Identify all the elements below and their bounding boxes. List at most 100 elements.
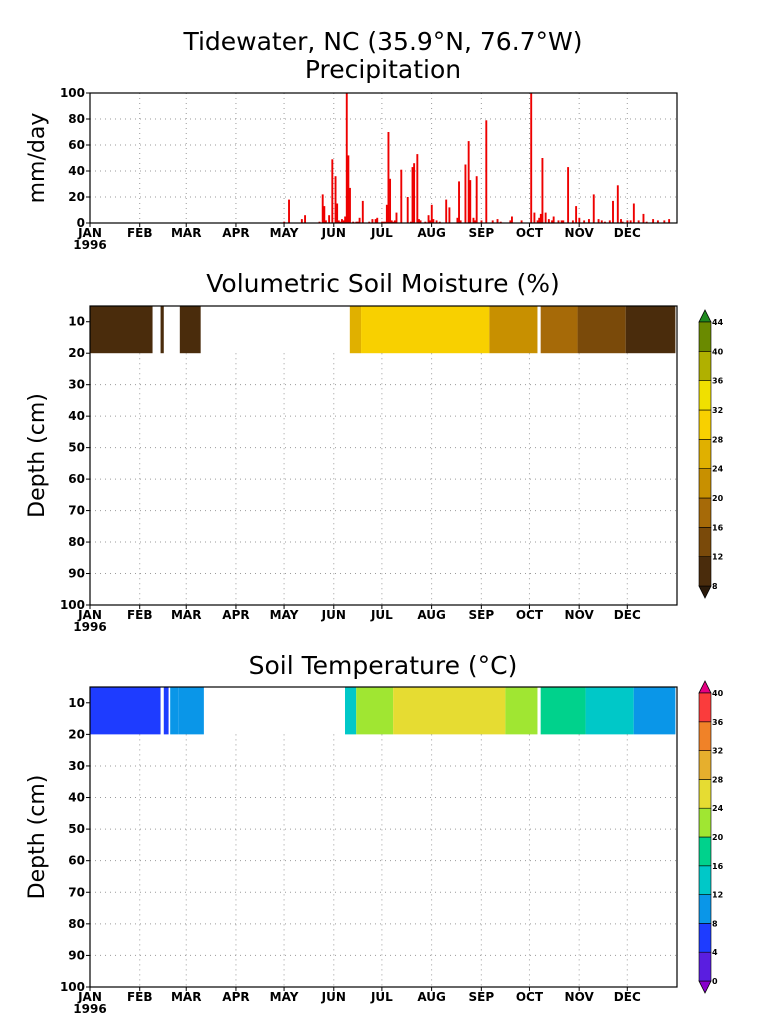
colorbar-swatch bbox=[698, 692, 712, 723]
y-tick-label: 30 bbox=[68, 759, 85, 773]
precip-bar bbox=[430, 204, 433, 223]
colorbar-tick-label: 28 bbox=[712, 435, 724, 444]
precip-bar bbox=[324, 220, 327, 223]
x-tick-label: NOV bbox=[565, 608, 595, 622]
precip-bar bbox=[419, 220, 422, 223]
precip-bar bbox=[413, 163, 416, 223]
colorbar-tick-label: 28 bbox=[712, 775, 724, 784]
precip-bar bbox=[626, 220, 629, 223]
colorbar-swatch bbox=[698, 807, 712, 838]
colorbar-tick-label: 0 bbox=[712, 977, 718, 986]
x-tick-label: OCT bbox=[516, 608, 544, 622]
precip-bar bbox=[342, 220, 345, 223]
y-tick-label: 70 bbox=[68, 504, 85, 518]
colorbar-swatch bbox=[698, 779, 712, 809]
colorbar-top-arrow bbox=[698, 309, 712, 323]
precip-bar bbox=[511, 216, 513, 223]
precip-bar bbox=[642, 213, 645, 223]
precip-bar bbox=[381, 221, 383, 223]
precip-bar bbox=[448, 207, 451, 223]
precip-bar bbox=[382, 221, 385, 223]
precip-bar bbox=[368, 221, 371, 223]
precip-bar bbox=[587, 219, 590, 223]
y-tick-label: 20 bbox=[68, 346, 85, 360]
precip-bar bbox=[552, 216, 555, 223]
colorbar-swatch bbox=[698, 836, 712, 867]
x-tick-label: APR bbox=[222, 226, 249, 240]
precip-bar bbox=[357, 221, 359, 223]
y-tick-label: 70 bbox=[68, 885, 85, 899]
precip-bar bbox=[288, 199, 290, 223]
x-tick-label: AUG bbox=[417, 990, 446, 1004]
colorbar-tick-label: 20 bbox=[712, 833, 724, 842]
colorbar-tick-label: 36 bbox=[712, 377, 724, 386]
y-tick-label: 60 bbox=[68, 138, 85, 152]
colorbar-swatch bbox=[698, 380, 712, 411]
precip-bar bbox=[467, 141, 470, 223]
y-tick-label: 10 bbox=[68, 315, 85, 329]
precip-bar bbox=[361, 200, 364, 223]
x-tick-label: DEC bbox=[614, 990, 641, 1004]
precip-bar bbox=[496, 219, 499, 223]
colorbar-swatch bbox=[698, 497, 712, 528]
x-year-label: 1996 bbox=[73, 238, 106, 252]
precip-bar bbox=[533, 212, 536, 223]
precip-bar bbox=[390, 220, 393, 223]
precip-bar bbox=[283, 221, 286, 223]
x-tick-label: JUL bbox=[370, 226, 393, 240]
y-tick-label: 60 bbox=[68, 472, 85, 486]
precip-bar bbox=[393, 220, 396, 223]
precip-bar bbox=[464, 164, 467, 223]
x-tick-label: FEB bbox=[127, 608, 153, 622]
y-tick-label: 40 bbox=[68, 164, 85, 178]
precip-bar bbox=[385, 204, 388, 223]
x-tick-label: NOV bbox=[565, 226, 595, 240]
precip-bar bbox=[474, 220, 477, 223]
y-tick-label: 60 bbox=[68, 854, 85, 868]
precip-bar bbox=[416, 154, 419, 223]
y-axis-label: Depth (cm) bbox=[25, 393, 50, 518]
x-tick-label: DEC bbox=[614, 608, 641, 622]
precip-bar bbox=[520, 220, 523, 223]
precip-bar bbox=[600, 220, 603, 223]
heatmap-cell bbox=[489, 306, 538, 354]
heatmap-cell bbox=[361, 306, 490, 354]
precip-bar bbox=[358, 217, 361, 223]
precip-bar bbox=[616, 185, 619, 223]
colorbar-tick-label: 32 bbox=[712, 747, 723, 756]
x-tick-label: MAY bbox=[270, 608, 299, 622]
precip-bar bbox=[352, 221, 355, 223]
heatmap-cell bbox=[393, 687, 506, 735]
x-year-label: 1996 bbox=[73, 1002, 106, 1016]
colorbar-tick-label: 24 bbox=[712, 465, 724, 474]
colorbar-swatch bbox=[698, 527, 712, 557]
x-tick-label: JUN bbox=[321, 608, 346, 622]
heatmap-cell bbox=[505, 687, 538, 735]
y-tick-label: 40 bbox=[68, 409, 85, 423]
precip-bar bbox=[459, 220, 462, 223]
precip-bar bbox=[341, 219, 343, 223]
precip-bar bbox=[432, 219, 435, 223]
colorbar-swatch bbox=[698, 750, 712, 780]
x-tick-label: AUG bbox=[417, 226, 446, 240]
precip-bar bbox=[321, 194, 324, 223]
y-axis-label: Depth (cm) bbox=[25, 775, 50, 900]
precip-bar bbox=[583, 220, 586, 223]
precip-bar bbox=[347, 155, 350, 223]
precip-bar bbox=[411, 167, 414, 223]
moisture-title: Volumetric Soil Moisture (%) bbox=[206, 269, 560, 298]
precip-bar bbox=[469, 180, 472, 223]
precip-bar bbox=[345, 93, 348, 223]
colorbar-tick-label: 4 bbox=[712, 948, 718, 957]
precip-bar bbox=[336, 203, 339, 223]
precip-bar bbox=[438, 221, 441, 223]
colorbar-tick-label: 8 bbox=[712, 919, 718, 928]
plot-frame bbox=[89, 686, 678, 988]
precip-bar bbox=[544, 212, 547, 223]
colorbar-bottom-arrow bbox=[698, 980, 712, 994]
y-tick-label: 100 bbox=[60, 86, 85, 100]
heatmap-cell bbox=[170, 687, 179, 735]
precip-bar bbox=[629, 220, 632, 223]
precip-bar bbox=[485, 120, 488, 223]
